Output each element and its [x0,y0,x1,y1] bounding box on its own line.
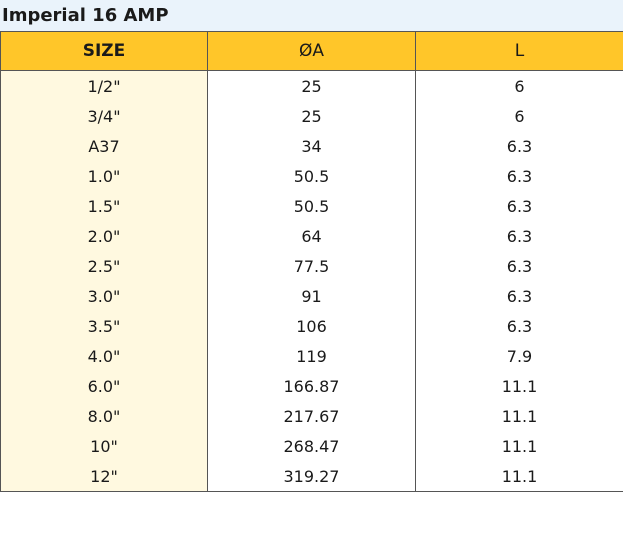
diameter-cell: 319.27 [207,461,416,492]
spec-table: SIZE ØA L 1/2" 25 6 3/4" 25 6 A37 34 6.3 1.0" 50.5… [0,31,623,492]
diameter-cell: 166.87 [207,371,416,401]
diameter-cell: 77.5 [207,251,416,281]
diameter-cell: 25 [207,70,416,101]
diameter-cell: 34 [207,131,416,161]
table-row: 10" 268.47 11.1 [0,431,623,461]
size-cell: 1/2" [0,70,208,101]
size-cell: 10" [0,431,208,461]
length-cell: 6.3 [415,191,623,221]
column-header-size: SIZE [0,31,208,71]
length-cell: 11.1 [415,431,623,461]
diameter-cell: 50.5 [207,161,416,191]
length-cell: 6.3 [415,131,623,161]
length-cell: 7.9 [415,341,623,371]
size-cell: 1.5" [0,191,208,221]
length-cell: 6 [415,101,623,131]
column-header-diameter: ØA [207,31,416,71]
diameter-cell: 106 [207,311,416,341]
length-cell: 11.1 [415,401,623,431]
table-row: 3.5" 106 6.3 [0,311,623,341]
table-row: 12" 319.27 11.1 [0,461,623,492]
size-cell: 3.5" [0,311,208,341]
length-cell: 6.3 [415,221,623,251]
size-cell: 12" [0,461,208,492]
diameter-cell: 217.67 [207,401,416,431]
length-cell: 6 [415,70,623,101]
column-header-length: L [415,31,623,71]
table-row: 1/2" 25 6 [0,70,623,101]
table-row: 8.0" 217.67 11.1 [0,401,623,431]
table-row: 1.5" 50.5 6.3 [0,191,623,221]
diameter-cell: 25 [207,101,416,131]
header-row: SIZE ØA L [0,31,623,71]
length-cell: 6.3 [415,311,623,341]
table-row: 3/4" 25 6 [0,101,623,131]
diameter-cell: 64 [207,221,416,251]
table-title: Imperial 16 AMP [0,0,623,31]
size-cell: A37 [0,131,208,161]
table-row: 3.0" 91 6.3 [0,281,623,311]
table-row: 1.0" 50.5 6.3 [0,161,623,191]
table-row: 4.0" 119 7.9 [0,341,623,371]
size-cell: 8.0" [0,401,208,431]
length-cell: 6.3 [415,161,623,191]
table-row: 2.0" 64 6.3 [0,221,623,251]
table-row: A37 34 6.3 [0,131,623,161]
diameter-cell: 268.47 [207,431,416,461]
table-body: 1/2" 25 6 3/4" 25 6 A37 34 6.3 1.0" 50.5 6.3 1.5" 50.… [0,70,623,492]
diameter-cell: 119 [207,341,416,371]
table-row: 2.5" 77.5 6.3 [0,251,623,281]
diameter-cell: 91 [207,281,416,311]
size-cell: 3.0" [0,281,208,311]
length-cell: 11.1 [415,461,623,492]
size-cell: 4.0" [0,341,208,371]
size-cell: 2.0" [0,221,208,251]
size-cell: 3/4" [0,101,208,131]
size-cell: 6.0" [0,371,208,401]
length-cell: 6.3 [415,281,623,311]
size-cell: 2.5" [0,251,208,281]
size-cell: 1.0" [0,161,208,191]
length-cell: 11.1 [415,371,623,401]
diameter-cell: 50.5 [207,191,416,221]
table-row: 6.0" 166.87 11.1 [0,371,623,401]
length-cell: 6.3 [415,251,623,281]
